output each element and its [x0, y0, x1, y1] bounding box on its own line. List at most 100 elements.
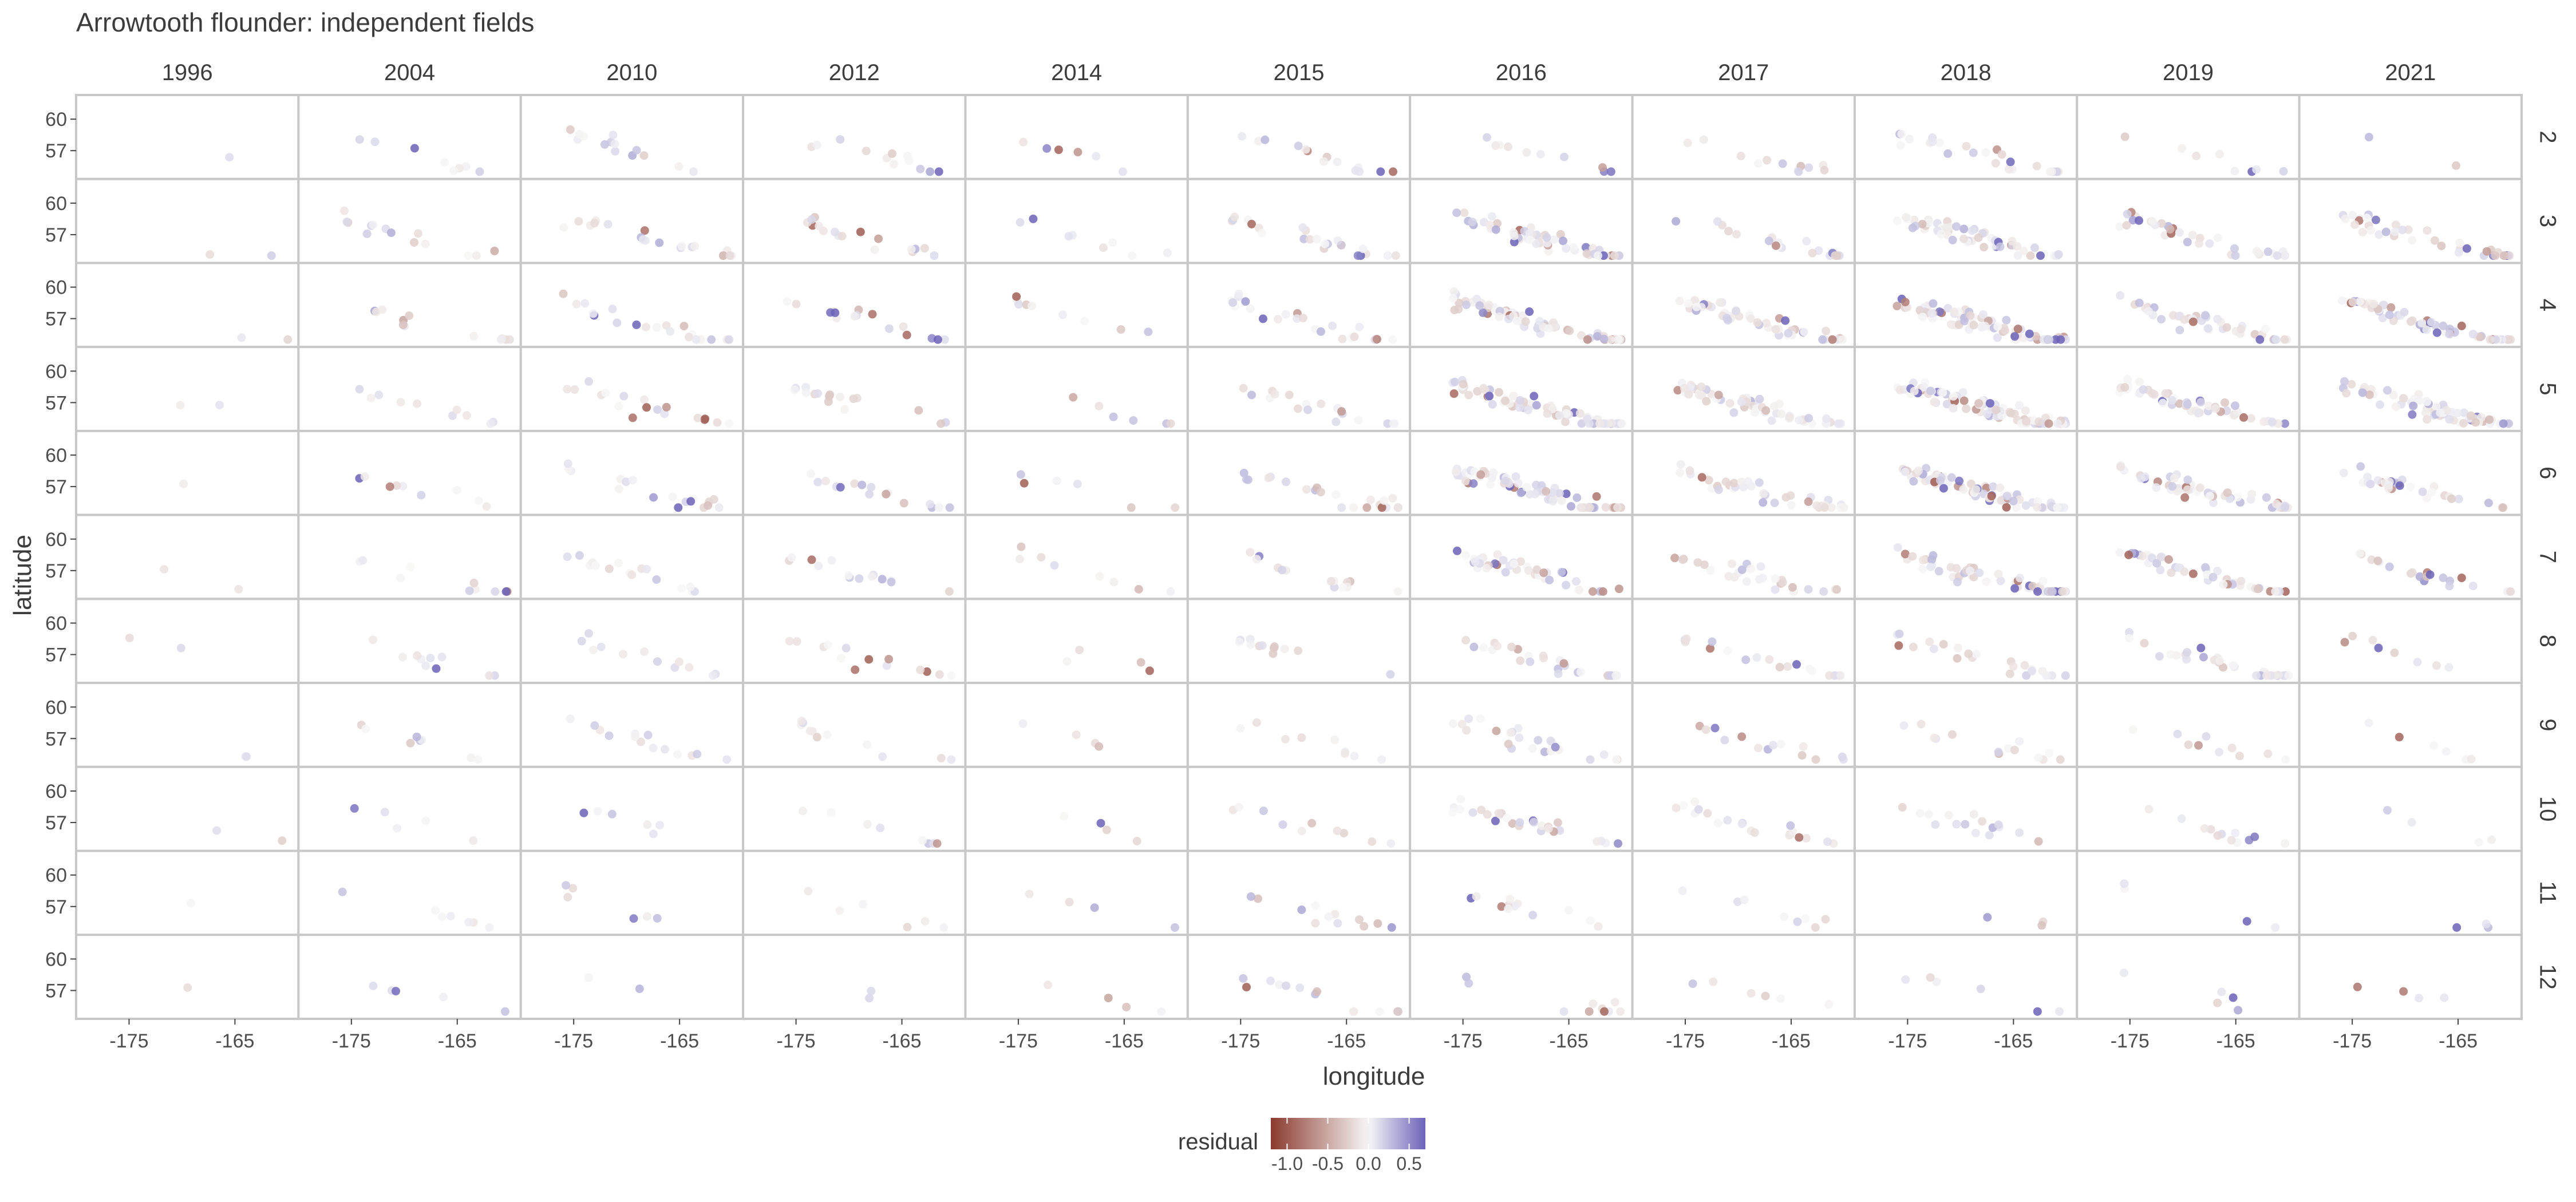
data-point — [2337, 296, 2346, 305]
data-point — [1096, 819, 1105, 828]
y-tick-label: 60 — [45, 445, 67, 466]
data-point — [584, 973, 593, 982]
data-point — [1464, 390, 1473, 400]
facet-panel-2017-6 — [1631, 429, 1856, 516]
data-point — [1483, 133, 1491, 142]
data-point — [640, 647, 649, 656]
data-point — [2263, 749, 2273, 758]
data-point — [1783, 662, 1792, 671]
x-tick-label: -165 — [438, 1030, 477, 1052]
data-point — [1170, 923, 1179, 932]
data-point — [1514, 723, 1523, 733]
data-point — [2213, 998, 2222, 1007]
facet-panel-2004-9 — [297, 682, 522, 768]
data-point — [1491, 225, 1500, 234]
data-point — [899, 499, 908, 508]
data-point — [1927, 555, 1937, 564]
data-point — [449, 166, 459, 175]
data-point — [590, 721, 599, 730]
data-point — [2468, 329, 2478, 338]
data-point — [1759, 489, 1768, 498]
data-point — [1451, 467, 1460, 476]
facet-panel-2004-2 — [297, 94, 522, 180]
data-point — [2255, 335, 2265, 344]
data-point — [685, 663, 694, 672]
data-point — [1993, 333, 2002, 342]
data-point — [704, 501, 713, 510]
data-point — [1092, 152, 1101, 161]
data-point — [1266, 976, 1275, 986]
facet-column-label: 2014 — [1051, 60, 1102, 85]
data-point — [935, 670, 944, 679]
data-point — [1565, 326, 1574, 335]
data-point — [1136, 658, 1145, 667]
data-point — [1613, 503, 1622, 512]
data-point — [1564, 906, 1573, 915]
data-point — [902, 330, 911, 339]
data-point — [2422, 325, 2431, 334]
facet-panel-2021-2 — [2298, 94, 2523, 180]
data-point — [1799, 742, 1808, 751]
data-point — [1586, 916, 1595, 926]
facet-panel-2021-4 — [2298, 262, 2523, 349]
data-point — [1516, 557, 1525, 566]
data-point — [1501, 396, 1510, 405]
data-point — [2440, 993, 2449, 1002]
facet-panel-2019-10 — [2076, 765, 2301, 852]
data-point — [2391, 220, 2400, 230]
data-point — [933, 335, 942, 344]
data-point — [421, 239, 430, 248]
data-point — [2384, 484, 2393, 493]
data-point — [1684, 299, 1693, 308]
data-point — [2387, 303, 2396, 312]
facet-panel-2018-4 — [1853, 262, 2079, 349]
data-point — [1793, 917, 1802, 926]
data-point — [2019, 247, 2028, 255]
data-point — [1987, 492, 1996, 501]
data-point — [1448, 719, 1457, 728]
data-point — [1811, 755, 1820, 764]
data-point — [2174, 563, 2183, 572]
data-point — [1959, 485, 1968, 494]
data-point — [1144, 327, 1153, 337]
data-point — [1690, 797, 1700, 806]
data-point — [588, 309, 598, 318]
data-point — [1282, 477, 1290, 487]
data-point — [1778, 159, 1787, 168]
data-point — [1755, 478, 1764, 487]
data-point — [2180, 315, 2189, 324]
data-point — [1786, 821, 1795, 830]
data-point — [1822, 414, 1831, 423]
data-point — [1090, 903, 1099, 912]
data-point — [1330, 736, 1340, 745]
data-point — [1614, 584, 1623, 594]
y-tick-label: 57 — [45, 645, 67, 666]
data-point — [1601, 503, 1610, 512]
data-point — [1535, 317, 1544, 326]
data-point — [464, 251, 473, 260]
data-point — [2271, 335, 2281, 344]
data-point — [1294, 141, 1303, 151]
data-point — [926, 167, 935, 176]
data-point — [1099, 243, 1108, 252]
data-point — [2229, 661, 2238, 670]
data-point — [1528, 744, 1537, 753]
data-point — [469, 579, 479, 587]
data-point — [653, 405, 662, 414]
data-point — [1617, 419, 1626, 428]
data-point — [1770, 499, 1779, 508]
data-point — [1270, 390, 1279, 399]
data-point — [2281, 839, 2289, 848]
data-point — [1504, 314, 1513, 323]
data-point — [632, 320, 641, 329]
facet-column-label: 2015 — [1274, 60, 1325, 85]
data-point — [2167, 568, 2176, 578]
data-point — [1532, 401, 1541, 410]
data-point — [899, 322, 908, 331]
data-point — [1800, 327, 1809, 337]
data-point — [1548, 488, 1557, 497]
data-point — [1532, 565, 1542, 574]
facet-panel-1996-4 — [75, 262, 300, 349]
data-point — [2020, 661, 2029, 670]
